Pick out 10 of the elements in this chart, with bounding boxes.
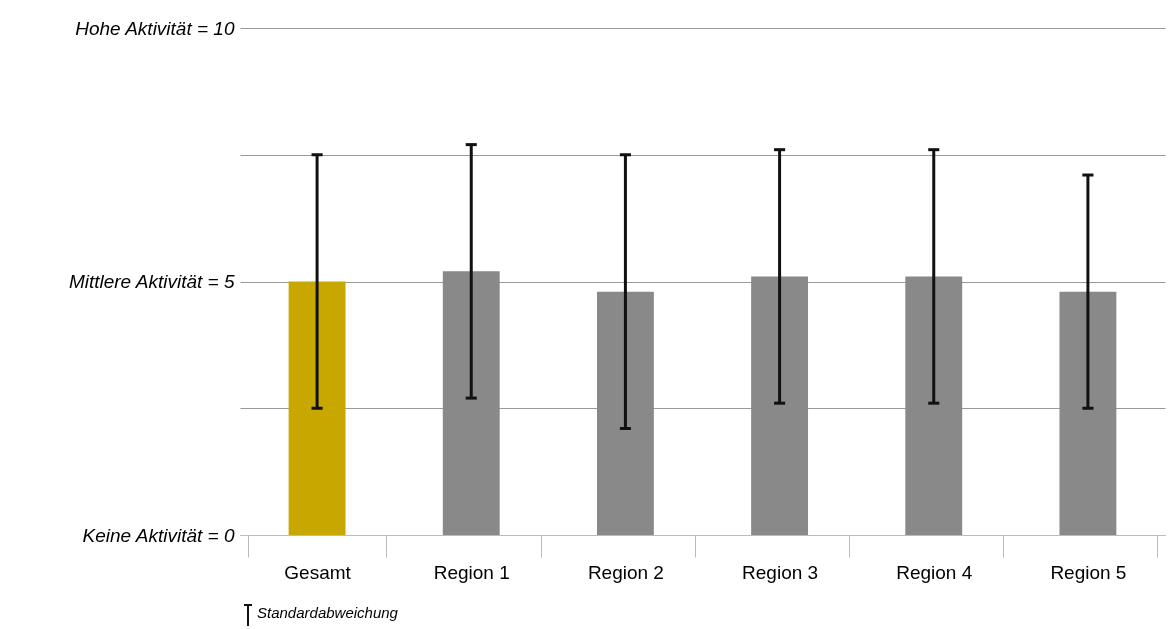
x-tick-label: Region 4 [896, 561, 973, 583]
y-tick-label: Keine Aktivität = 0 [82, 524, 235, 546]
x-tick-label: Gesamt [284, 561, 352, 583]
x-tick-label: Region 5 [1050, 561, 1127, 583]
x-tick-label: Region 2 [587, 561, 664, 583]
text: Standardabweichung [257, 604, 398, 623]
y-tick-label: Mittlere Aktivität = 5 [68, 271, 235, 292]
y-tick-label: Hohe Aktivität = 10 [75, 17, 235, 39]
x-tick-label: Region 1 [433, 561, 510, 583]
x-tick-label: Region 3 [742, 561, 819, 583]
